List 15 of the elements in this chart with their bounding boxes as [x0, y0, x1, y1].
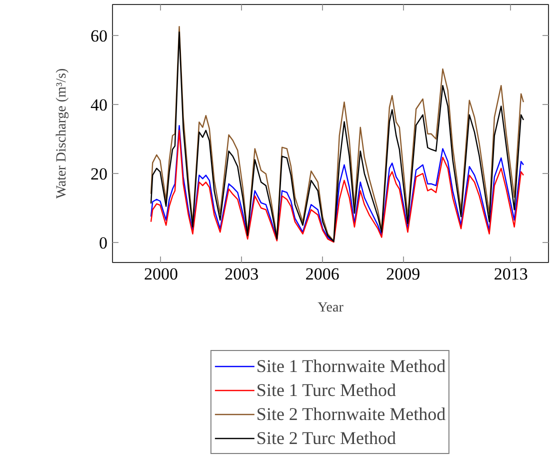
- y-tick-label: 60: [90, 26, 108, 46]
- legend-label: Site 1 Thornwaite Method: [256, 354, 446, 378]
- x-tick-label: 2013: [494, 264, 528, 284]
- legend-label: Site 2 Thornwaite Method: [256, 402, 446, 426]
- x-tick-label: 2000: [144, 264, 178, 284]
- y-tick-label: 20: [90, 164, 108, 184]
- legend-label: Site 2 Turc Method: [256, 426, 396, 450]
- y-axis-title: Water Discharge (m³/s): [54, 68, 70, 199]
- x-axis-title: Year: [318, 300, 344, 316]
- x-tick-label: 2003: [224, 264, 259, 284]
- y-tick-label: 40: [90, 96, 108, 115]
- y-tick-label: 0: [99, 233, 108, 252]
- x-tick-label: 2009: [386, 264, 420, 284]
- legend-label: Site 1 Turc Method: [256, 378, 396, 402]
- x-tick-label: 2006: [305, 264, 340, 284]
